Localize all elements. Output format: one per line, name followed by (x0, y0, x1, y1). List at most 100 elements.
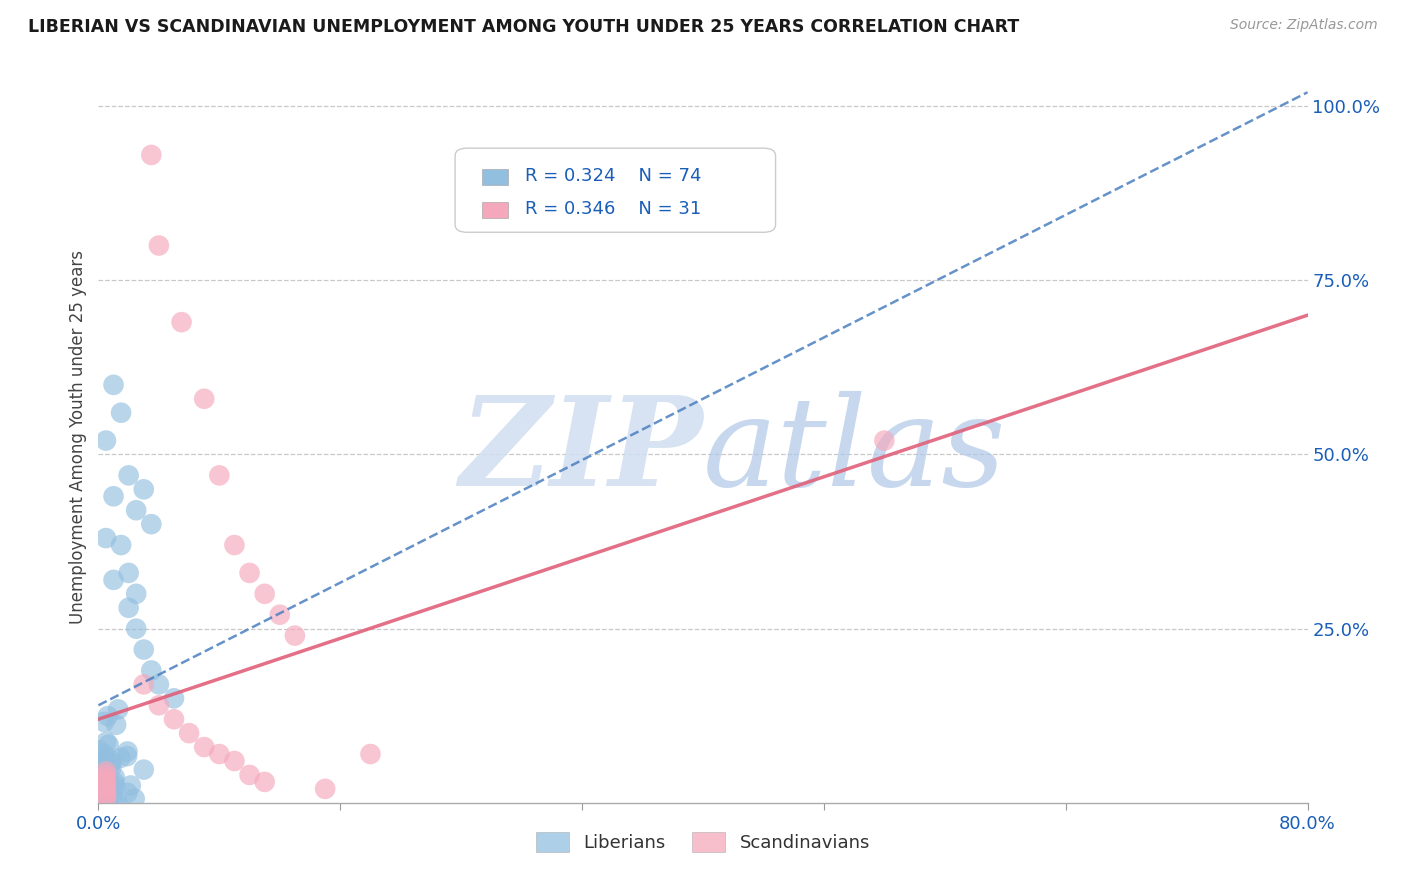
Point (96, 771, 118, 785)
Point (94, 747, 117, 762)
Point (94, 778, 117, 792)
Point (118, 566, 141, 580)
Point (89, 743, 111, 757)
Point (125, 622, 148, 636)
Point (239, 768, 262, 782)
Point (91, 778, 114, 792)
Point (104, 770, 127, 784)
Point (90, 775, 112, 789)
Point (117, 744, 139, 758)
Point (91, 787, 114, 801)
Point (132, 483, 155, 497)
Point (89, 794, 111, 808)
Point (224, 538, 246, 552)
Point (132, 642, 155, 657)
Point (110, 538, 132, 552)
Point (103, 775, 125, 789)
Point (107, 702, 129, 716)
Point (91, 785, 114, 799)
Point (110, 751, 132, 765)
Point (115, 749, 138, 764)
Point (105, 718, 128, 732)
Text: Source: ZipAtlas.com: Source: ZipAtlas.com (1230, 18, 1378, 32)
Point (90, 780, 112, 795)
Point (94, 434, 117, 448)
Point (208, 468, 231, 483)
Point (94, 785, 117, 799)
Point (93, 754, 115, 768)
Point (141, 664, 163, 678)
Point (94, 768, 117, 782)
Point (97, 709, 120, 723)
Point (98, 777, 121, 791)
Point (96, 796, 118, 810)
Point (253, 775, 276, 789)
Point (103, 489, 125, 503)
Point (284, 629, 307, 643)
Point (94, 781, 117, 796)
Point (100, 756, 122, 770)
Point (118, 600, 141, 615)
Point (90, 784, 112, 798)
Text: ZIP: ZIP (460, 391, 703, 513)
Point (93, 791, 115, 805)
Point (117, 786, 139, 800)
Point (239, 566, 262, 580)
Point (93, 764, 115, 779)
Point (148, 677, 170, 691)
Point (101, 754, 124, 768)
Point (90, 792, 112, 806)
Point (269, 607, 291, 622)
Point (97, 738, 120, 752)
Point (873, 434, 896, 448)
Point (148, 698, 170, 713)
Point (94, 765, 117, 780)
Y-axis label: Unemployment Among Youth under 25 years: Unemployment Among Youth under 25 years (69, 250, 87, 624)
Text: R = 0.324    N = 74: R = 0.324 N = 74 (526, 167, 702, 185)
Point (132, 677, 155, 691)
Point (94, 772, 117, 786)
Point (110, 406, 132, 420)
Point (93, 751, 115, 765)
Point (94, 764, 117, 779)
Point (96, 764, 118, 778)
Point (94, 751, 117, 765)
Point (104, 779, 127, 793)
Point (94, 775, 117, 789)
Point (93, 714, 115, 729)
Point (125, 503, 148, 517)
Point (360, 747, 382, 761)
Point (163, 712, 186, 726)
FancyBboxPatch shape (456, 148, 776, 232)
Point (253, 587, 276, 601)
Point (94, 761, 117, 775)
Point (100, 761, 122, 775)
Point (170, 315, 193, 329)
Point (103, 573, 125, 587)
Point (179, 726, 201, 740)
Text: R = 0.346    N = 31: R = 0.346 N = 31 (526, 200, 702, 218)
Point (94, 792, 117, 806)
Point (314, 781, 336, 796)
Point (208, 747, 231, 761)
Point (125, 587, 148, 601)
Point (89, 796, 111, 810)
Point (193, 740, 215, 755)
Point (94, 785, 117, 799)
Point (103, 377, 125, 392)
Legend: Liberians, Scandinavians: Liberians, Scandinavians (529, 824, 877, 860)
Point (163, 691, 186, 706)
Point (94, 778, 117, 792)
Point (87, 758, 110, 772)
Point (94, 780, 117, 795)
Point (96, 780, 118, 795)
Point (120, 779, 142, 793)
Point (101, 789, 124, 803)
Text: atlas: atlas (703, 391, 1007, 513)
Point (103, 794, 125, 808)
Point (148, 238, 170, 252)
Point (124, 791, 146, 805)
Point (141, 148, 163, 162)
Point (96, 779, 118, 793)
Point (105, 793, 128, 807)
